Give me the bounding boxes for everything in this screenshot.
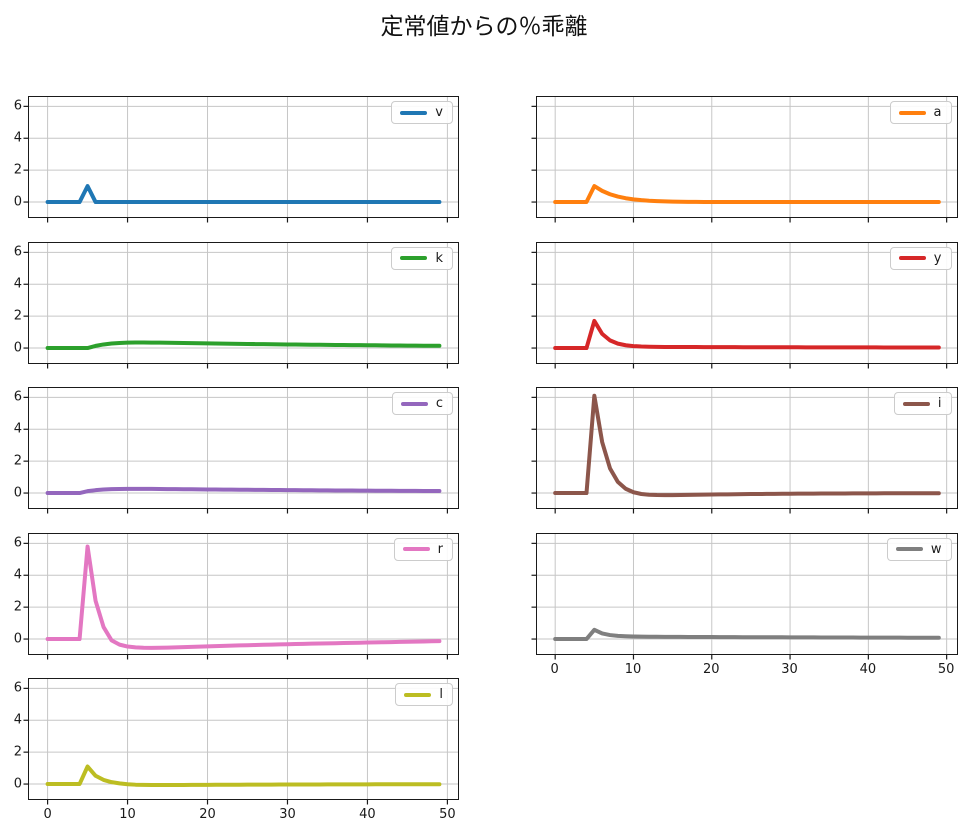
legend-label-c: c: [435, 396, 443, 411]
series-line-l: [45, 764, 442, 788]
series-line-a: [552, 184, 941, 205]
xtick-label-20: 20: [199, 807, 216, 822]
xtick-label-20: 20: [702, 661, 720, 677]
ytick-label-2: 2: [13, 453, 22, 469]
legend-swatch-k: [400, 256, 428, 260]
ytick-label-6: 6: [13, 680, 22, 696]
legend-label-y: y: [933, 250, 942, 266]
legend-label-i: i: [937, 396, 942, 411]
chart-a: [531, 96, 958, 223]
legend-swatch-c: [400, 401, 428, 406]
axes-frame: [28, 241, 459, 364]
ytick-label-2: 2: [13, 308, 22, 324]
axes-frame: [28, 678, 459, 800]
series-line-k: [45, 340, 442, 350]
series-line-c: [45, 486, 442, 496]
legend-y: y: [889, 246, 952, 270]
legend-swatch-l: [404, 692, 432, 697]
subplot-r: r 0 2 4 6: [14, 532, 459, 659]
legend-l: l: [395, 683, 453, 706]
subplot-i: i: [531, 387, 958, 514]
legend-c: c: [391, 392, 453, 415]
xtick-label-40: 40: [359, 807, 376, 822]
ytick-label-4: 4: [13, 421, 22, 437]
ytick-label-0: 0: [13, 485, 22, 501]
axes-frame: [535, 96, 958, 218]
xtick-label-30: 30: [781, 661, 798, 677]
legend-swatch-a: [898, 110, 926, 115]
legend-i: i: [893, 392, 952, 415]
ytick-label-0: 0: [13, 776, 22, 792]
ytick-label-0: 0: [13, 194, 22, 210]
series-line-i: [552, 393, 941, 498]
axes-frame: [28, 387, 459, 509]
legend-swatch-i: [902, 401, 930, 406]
xtick-label-50: 50: [937, 661, 955, 677]
chart-i: [531, 387, 958, 514]
subplot-a: a: [531, 96, 958, 223]
axes-frame: [535, 241, 958, 364]
ytick-label-2: 2: [13, 162, 22, 178]
ytick-label-0: 0: [13, 340, 22, 356]
legend-v: v: [391, 101, 453, 124]
xtick-label-50: 50: [439, 807, 456, 822]
axes-frame: [28, 96, 459, 218]
series-line-v: [45, 184, 442, 205]
ytick-label-0: 0: [13, 631, 22, 647]
xtick-label-10: 10: [119, 807, 136, 822]
legend-swatch-w: [895, 547, 923, 551]
legend-label-w: w: [930, 541, 942, 557]
chart-c: [23, 387, 459, 514]
legend-a: a: [889, 101, 952, 124]
ytick-label-6: 6: [13, 244, 22, 260]
legend-label-a: a: [933, 105, 942, 120]
legend-k: k: [391, 246, 453, 270]
xtick-label-0: 0: [43, 807, 52, 822]
ytick-label-6: 6: [13, 535, 22, 551]
series-line-r: [45, 544, 442, 650]
subplot-w: w 0 10 20 30 40 50: [531, 532, 958, 676]
subplot-c: c 0 2 4 6: [14, 387, 459, 514]
legend-label-k: k: [435, 250, 443, 266]
chart-k: [23, 241, 459, 368]
xtick-label-0: 0: [550, 661, 559, 677]
ytick-label-6: 6: [13, 389, 22, 405]
legend-swatch-r: [402, 547, 430, 551]
legend-r: r: [393, 537, 453, 561]
subplot-v: v 0 2 4 6: [14, 96, 459, 223]
legend-w: w: [886, 537, 952, 561]
ytick-label-2: 2: [13, 599, 22, 615]
subplot-l: l 0 2 4 6 0 10 20 30 40 50: [14, 678, 459, 821]
axes-frame: [535, 532, 958, 655]
series-line-w: [552, 627, 941, 641]
ytick-label-4: 4: [13, 712, 22, 728]
legend-label-r: r: [437, 541, 443, 557]
series-line-y: [552, 318, 941, 350]
xtick-label-40: 40: [859, 661, 877, 677]
figure-title: 定常値からの％乖離: [380, 14, 588, 40]
chart-y: [531, 241, 958, 368]
ytick-label-2: 2: [13, 744, 22, 760]
chart-r: [23, 532, 459, 659]
legend-label-v: v: [435, 105, 443, 120]
axes-frame: [28, 532, 459, 655]
ytick-label-4: 4: [13, 276, 22, 292]
subplot-y: y: [531, 241, 958, 368]
ytick-label-6: 6: [13, 98, 22, 114]
legend-label-l: l: [439, 687, 443, 702]
ytick-label-4: 4: [13, 130, 22, 146]
legend-swatch-y: [898, 256, 926, 260]
subplot-k: k 0 2 4 6: [14, 241, 459, 368]
legend-swatch-v: [400, 110, 428, 115]
xtick-label-10: 10: [624, 661, 642, 677]
axes-frame: [535, 387, 958, 509]
ytick-label-4: 4: [13, 567, 22, 583]
chart-l: [23, 678, 459, 805]
xtick-label-30: 30: [279, 807, 296, 822]
